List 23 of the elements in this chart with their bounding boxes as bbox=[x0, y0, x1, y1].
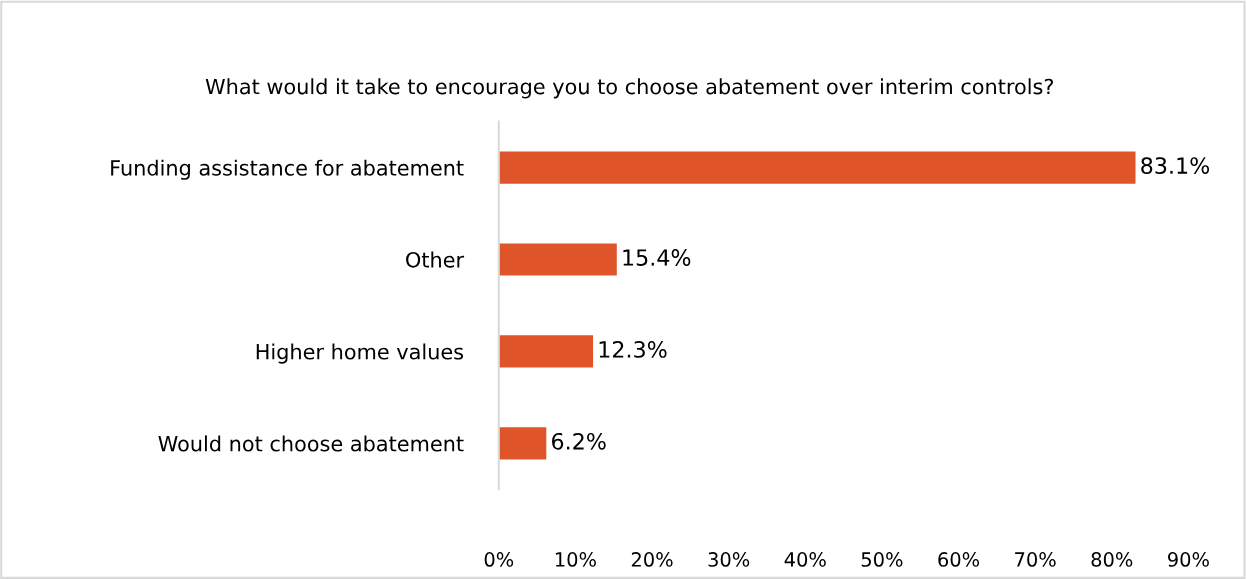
bar bbox=[498, 243, 617, 276]
x-tick-label: 80% bbox=[1091, 552, 1133, 567]
data-label: 12.3% bbox=[599, 341, 667, 358]
x-tick-label: 70% bbox=[1015, 552, 1056, 567]
x-tick-label: 20% bbox=[631, 552, 673, 567]
data-label: 6.2% bbox=[552, 432, 606, 450]
x-tick-label: 30% bbox=[708, 552, 750, 567]
x-tick-label: 10% bbox=[555, 552, 596, 567]
bar bbox=[498, 335, 594, 368]
y-tick-label: Other bbox=[406, 251, 465, 268]
y-tick-label: Higher home values bbox=[256, 343, 464, 364]
bar bbox=[498, 427, 547, 460]
x-tick-label: 0% bbox=[484, 552, 514, 567]
chart-title: What would it take to encourage you to choose abatement over interim controls? bbox=[205, 78, 1053, 99]
x-tick-label: 40% bbox=[784, 552, 826, 567]
x-tick-label: 90% bbox=[1168, 552, 1209, 567]
x-tick-label: 60% bbox=[938, 552, 980, 567]
data-label: 83.1% bbox=[1141, 157, 1210, 174]
y-tick-label: Would not choose abatement bbox=[158, 435, 464, 452]
y-tick-label: Funding assistance for abatement bbox=[111, 159, 464, 180]
data-label: 15.4% bbox=[623, 249, 691, 266]
bar bbox=[498, 151, 1136, 184]
x-tick-label: 50% bbox=[861, 552, 903, 567]
